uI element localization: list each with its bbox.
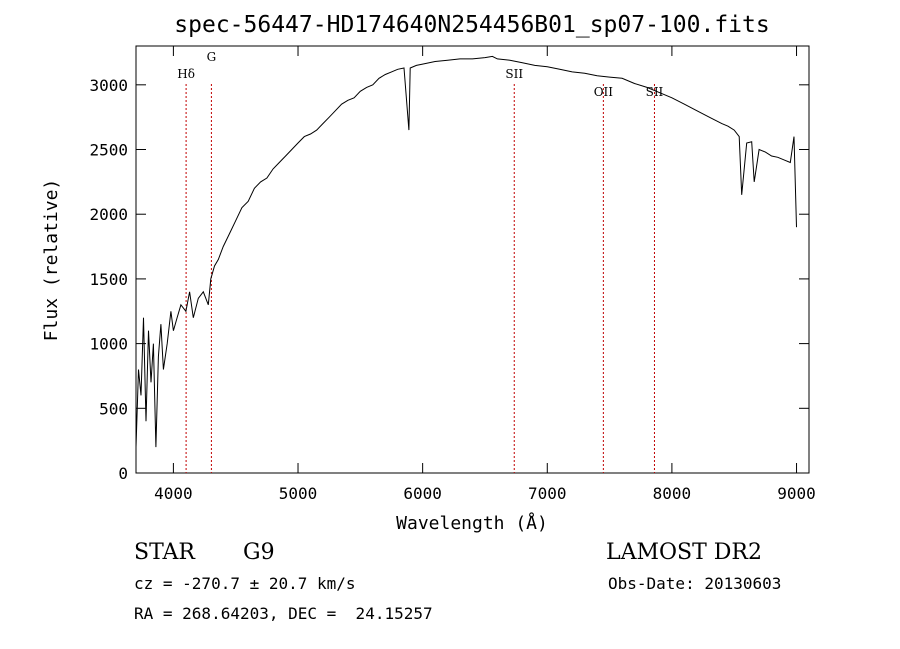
redshift-cz: cz = -270.7 ± 20.7 km/s	[134, 574, 356, 593]
x-tick-label: 6000	[403, 484, 442, 503]
x-tick-label: 5000	[279, 484, 318, 503]
x-tick-label: 9000	[777, 484, 816, 503]
line-marker-label: Hδ	[177, 67, 195, 81]
plot-frame	[135, 45, 810, 474]
x-axis-label: Wavelength (Å)	[396, 512, 548, 534]
y-tick-label: 500	[99, 399, 128, 418]
line-marker-label: SII	[505, 67, 523, 81]
survey-name: LAMOST DR2	[606, 540, 762, 565]
y-tick-label: 0	[118, 464, 128, 483]
y-tick-label: 1500	[89, 270, 128, 289]
y-tick-label: 1000	[89, 335, 128, 354]
y-tick-label: 2000	[89, 205, 128, 224]
x-tick-label: 8000	[653, 484, 692, 503]
y-axis-label: Flux (relative)	[41, 179, 62, 342]
line-marker-label: OII	[594, 85, 614, 99]
x-tick-label: 7000	[528, 484, 567, 503]
chart-title: spec-56447-HD174640N254456B01_sp07-100.f…	[174, 12, 769, 38]
y-tick-label: 2500	[89, 141, 128, 160]
axis-ticks: 4000 5000 6000 7000 8000 9000 0 500 1000 1500 2000…	[89, 46, 816, 503]
object-class: STAR	[134, 540, 195, 565]
obs-date: Obs-Date: 20130603	[608, 574, 782, 593]
line-marker-label: G	[207, 50, 217, 64]
spectrum-line	[135, 55, 797, 448]
line-marker-label: SII	[646, 85, 664, 99]
x-tick-label: 4000	[154, 484, 193, 503]
subclass: G9	[243, 540, 275, 565]
line-markers: Hδ G SII OII SII	[177, 50, 664, 473]
y-tick-label: 3000	[89, 76, 128, 95]
ra-dec-coords: RA = 268.64203, DEC = 24.15257	[134, 604, 433, 623]
